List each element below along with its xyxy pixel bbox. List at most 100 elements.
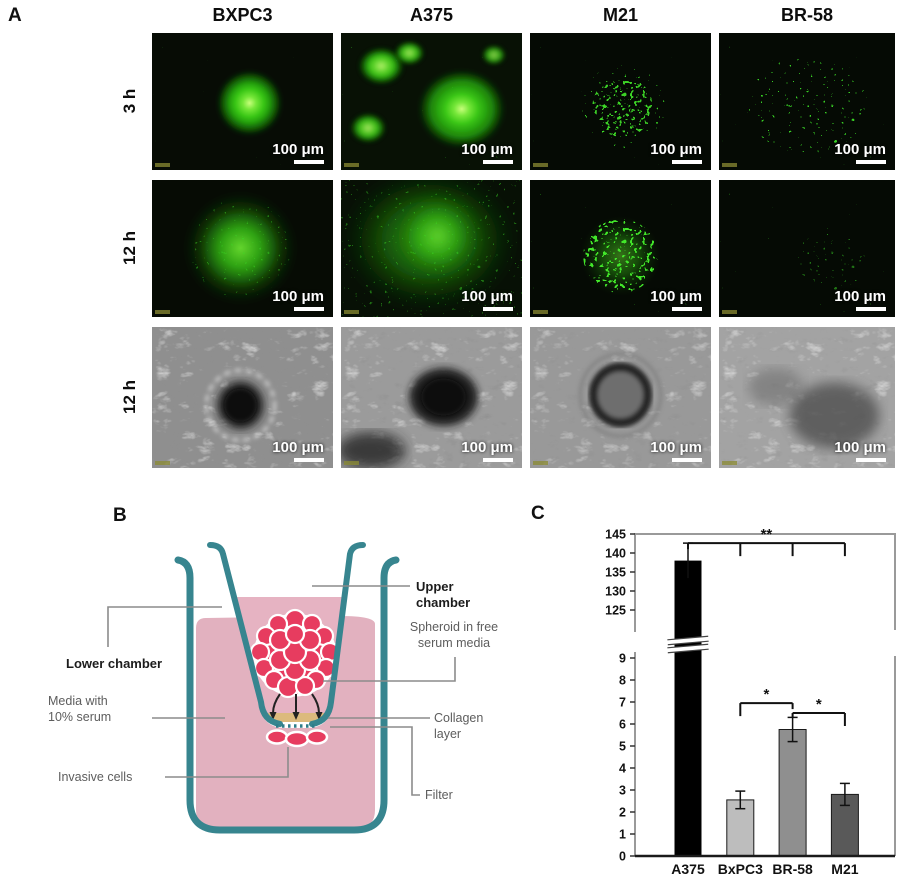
y-tick-label: 2: [619, 806, 626, 820]
callout-lines: [107, 585, 456, 796]
scale-label: 100 μm: [461, 141, 513, 158]
y-tick-label: 135: [605, 566, 626, 580]
corner-watermark: [533, 163, 548, 167]
y-tick-label: 140: [605, 547, 626, 561]
scale-label: 100 μm: [650, 288, 702, 305]
scale-label: 100 μm: [461, 439, 513, 456]
y-tick-label: 130: [605, 585, 626, 599]
y-tick-label: 3: [619, 784, 626, 798]
micrograph-image: [719, 180, 895, 317]
migration-arrows: [269, 693, 323, 720]
chart-frame: [634, 533, 896, 856]
micrograph-a375-12h-brightfield: 100 μm: [341, 327, 522, 468]
bar-chart: 125 130 135 140 145 0 1 2 3 4 5 6 7 8 9 A375 BxPC3 BR-58 M…: [605, 526, 896, 877]
scale-bar-line: [672, 458, 702, 462]
scale-bar-line: [856, 160, 886, 164]
scale-bar-line: [856, 458, 886, 462]
scale-bar-line: [672, 160, 702, 164]
label-media-line1: Media with: [48, 694, 108, 708]
column-header-a375: A375: [409, 5, 454, 25]
spheroid: [249, 608, 341, 699]
corner-watermark: [155, 163, 170, 167]
micrograph-br58-3h: 100 μm: [719, 33, 895, 170]
y-tick-label: 125: [605, 604, 626, 618]
label-collagen: Collagen layer: [434, 711, 484, 741]
y-tick-label: 8: [619, 674, 626, 688]
micrograph-image: [341, 33, 522, 170]
label-invasive-cells: Invasive cells: [58, 770, 133, 784]
micrograph-image: [530, 33, 711, 170]
dark-spheroid: [578, 352, 663, 438]
corner-watermark: [344, 310, 359, 314]
micrograph-br58-12h-brightfield: 100 μm: [719, 327, 895, 468]
axis-break-mark: [667, 636, 709, 645]
micrograph-m21-3h: 100 μm: [530, 33, 711, 170]
diagram-drawing: [107, 542, 456, 834]
scale-label: 100 μm: [834, 141, 886, 158]
micrograph-image: [530, 180, 711, 317]
column-header-br58: BR-58: [780, 5, 833, 25]
spheroid-glow: [185, 193, 296, 303]
scale-bar-line: [483, 307, 513, 311]
micrograph-bxpc3-12h-brightfield: 100 μm: [152, 327, 333, 468]
scale-bar: 100 μm: [834, 142, 886, 164]
y-tick-label: 6: [619, 718, 626, 732]
corner-watermark: [722, 163, 737, 167]
corner-watermark: [533, 461, 548, 465]
scale-bar: 100 μm: [461, 440, 513, 462]
micrograph-m21-12h: 100 μm: [530, 180, 711, 317]
scale-label: 100 μm: [650, 141, 702, 158]
noise-overlay: [719, 180, 895, 317]
corner-watermark: [344, 163, 359, 167]
micrograph-image: [719, 33, 895, 170]
y-tick-label: 4: [619, 762, 626, 776]
x-category-label: M21: [831, 861, 858, 877]
scale-bar: 100 μm: [461, 289, 513, 311]
corner-watermark: [533, 310, 548, 314]
bar-br-58: [778, 729, 807, 857]
scale-label: 100 μm: [461, 288, 513, 305]
label-upper-chamber: Upper chamber: [416, 579, 471, 611]
corner-watermark: [155, 461, 170, 465]
label-media-line2: 10% serum: [48, 709, 112, 724]
scale-bar-line: [294, 160, 324, 164]
scale-bar-line: [672, 307, 702, 311]
invasion-bar-chart: 125 130 135 140 145 0 1 2 3 4 5 6 7 8 9 A375 BxPC3 BR-58 M…: [528, 505, 900, 883]
upper-chamber-wall-right: [309, 542, 366, 727]
noise-overlay: [719, 33, 895, 170]
bar-a375: [674, 560, 702, 856]
noise-overlay: [530, 180, 711, 317]
scale-bar-line: [483, 160, 513, 164]
scale-label: 100 μm: [834, 288, 886, 305]
label-lower-chamber: Lower chamber: [66, 656, 163, 671]
micrograph-image: [341, 180, 522, 317]
micrograph-m21-12h-brightfield: 100 μm: [530, 327, 711, 468]
x-category-label: BxPC3: [718, 861, 763, 877]
row-label-3h: 3 h: [120, 88, 139, 114]
noise-overlay: [152, 33, 333, 170]
micrograph-image: [341, 327, 522, 468]
row-label-12h-bright: 12 h: [120, 379, 139, 415]
micrograph-bxpc3-12h: 100 μm: [152, 180, 333, 317]
noise-overlay: [341, 33, 522, 170]
column-header-bxpc3: BXPC3: [212, 5, 273, 25]
y-tick-label: 5: [619, 740, 626, 754]
micrograph-image: [152, 180, 333, 317]
noise-overlay-2: [341, 180, 522, 317]
significance-label: *: [816, 696, 822, 713]
significance-label: **: [761, 526, 773, 543]
y-tick-label: 0: [619, 850, 626, 864]
invasion-assay-diagram: B: [40, 500, 510, 883]
micrograph-image: [152, 33, 333, 170]
scale-bar-line: [483, 458, 513, 462]
y-tick-label: 7: [619, 696, 626, 710]
scale-bar: 100 μm: [272, 142, 324, 164]
scale-label: 100 μm: [650, 439, 702, 456]
scale-label: 100 μm: [272, 439, 324, 456]
y-tick-label: 145: [605, 528, 626, 542]
noise-overlay: [530, 33, 711, 170]
lower-chamber-outline: [174, 556, 400, 834]
axis-break-mark: [667, 644, 709, 653]
x-category-label: BR-58: [772, 861, 813, 877]
scale-bar: 100 μm: [272, 440, 324, 462]
